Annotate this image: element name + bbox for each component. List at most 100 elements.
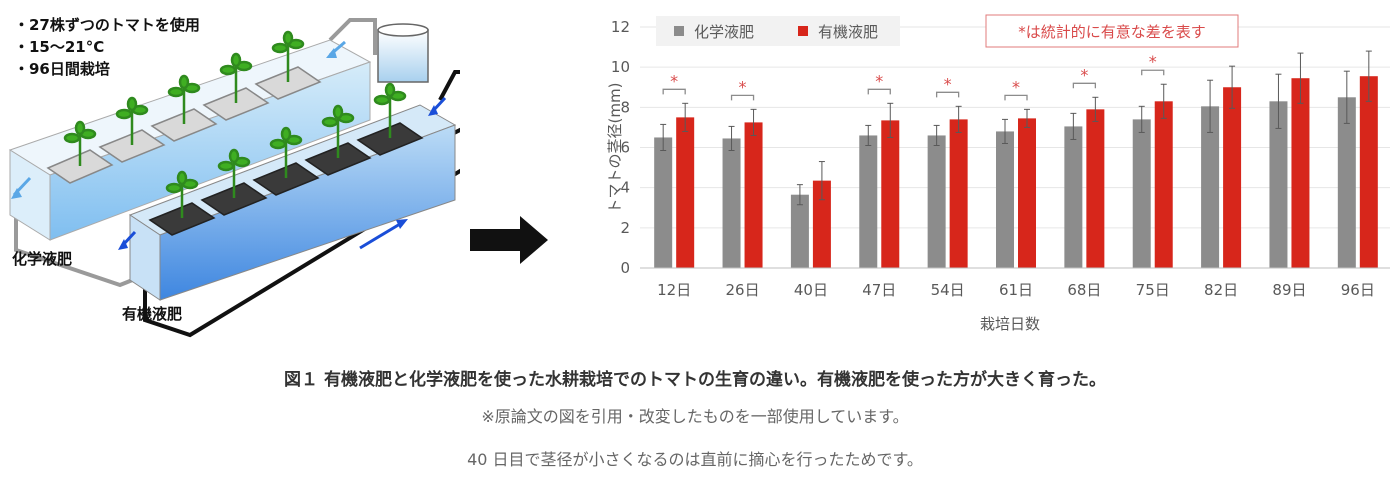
x-tick-label: 26日 [725,281,759,299]
x-tick-label: 40日 [794,281,828,299]
bar-organic [1223,87,1242,268]
error-bar [1002,118,1008,144]
caption-note-pinching: 40 日目で茎径が小さくなるのは直前に摘心を行ったためです。 [467,450,923,469]
condition-plants: ・27株ずつのトマトを使用 [14,16,200,34]
x-tick-label: 89日 [1272,281,1306,299]
error-bar [682,102,689,132]
bar-chemical [1337,97,1356,269]
y-axis-label: トマトの茎径(mm) [606,83,624,214]
legend-label-chemical: 化学液肥 [694,23,754,41]
significance-bracket: * [1072,65,1097,89]
significance-bracket: * [935,74,960,98]
x-tick-label: 61日 [999,281,1033,299]
significance-star: * [1080,65,1088,84]
error-bar [887,102,894,138]
significance-bracket: * [730,77,755,101]
error-bar [1229,65,1236,109]
bar-organic [812,180,831,268]
error-bars [660,50,1372,206]
error-bar [955,105,962,133]
bar-chemical [1201,106,1220,269]
error-bar [818,161,825,201]
significance-markers: * * * * * * * [662,52,1165,101]
bars [654,76,1378,269]
bar-chemical [927,135,946,268]
error-bar [1365,50,1372,102]
organic-tank-label: 有機液肥 [122,305,183,323]
hydroponic-system-illustration [8,18,460,338]
tomato-plants [63,30,407,218]
error-bar [933,124,940,146]
caption-note-source: ※原論文の図を引用・改変したものを一部使用しています。 [481,407,909,426]
bar-organic [1154,101,1173,268]
y-tick-label: 4 [620,179,630,197]
error-bar [796,184,803,206]
legend: 化学液肥 有機液肥 [656,16,900,46]
bar-organic [1018,118,1036,268]
y-tick-label: 10 [611,58,630,76]
bar-organic [676,117,695,268]
significance-note: *は統計的に有意な差を表す [985,14,1239,48]
chemical-bucket [377,23,429,83]
significance-note-box [985,14,1239,48]
x-tick-label: 47日 [862,281,896,299]
error-bar [865,124,872,146]
significance-bracket: * [867,71,891,95]
flow-arrows [11,40,447,250]
right-arrow-icon [470,216,548,264]
error-bar [1297,52,1304,104]
legend-label-organic: 有機液肥 [818,23,878,41]
bar-organic [1086,109,1105,268]
bar-chemical [859,135,878,268]
error-bar [1070,112,1077,140]
significance-bracket: * [1004,77,1028,101]
x-tick-label: 54日 [931,281,965,299]
y-tick-label: 2 [620,219,630,237]
bar-chemical [1269,101,1288,268]
bar-organic [1359,76,1378,269]
organic-pots [148,122,424,236]
x-axis-label: 栽培日数 [980,315,1040,333]
significance-bracket: * [1141,52,1165,76]
chemical-tank-label: 化学液肥 [12,250,73,268]
condition-duration: ・96日間栽培 [14,60,110,78]
error-bar [1343,70,1350,124]
y-tick-label: 6 [620,139,630,157]
bar-organic [949,119,968,268]
bar-organic [744,122,763,268]
y-axis-ticks: 0 2 4 6 8 10 12 [611,18,630,277]
error-bar [1024,108,1030,128]
bar-chemical [996,131,1014,268]
bar-organic [1291,78,1310,269]
x-tick-label: 68日 [1067,281,1101,299]
significance-star: * [670,71,678,90]
y-tick-label: 12 [611,18,630,36]
bar-chemical [654,137,673,268]
y-tick-label: 0 [620,259,630,277]
stem-diameter-chart: 0 2 4 6 8 10 12 * * * * * * * 12日 26日 40日 47日 54日 61日 68日 7… [606,14,1390,333]
x-axis-ticks: 12日 26日 40日 47日 54日 61日 68日 75日 82日 89日 96日 [657,281,1375,299]
error-bar [1275,73,1282,129]
error-bar [728,125,735,152]
bar-organic [881,120,900,268]
error-bar [1160,83,1167,119]
bar-chemical [790,194,809,268]
significance-note-text: *は統計的に有意な差を表す [1018,23,1206,41]
bar-chemical [722,138,741,268]
condition-temperature: ・15〜21°C [14,38,105,56]
x-tick-label: 82日 [1204,281,1238,299]
x-tick-label: 96日 [1341,281,1375,299]
figure-caption: 図１ 有機液肥と化学液肥を使った水耕栽培でのトマトの生育の違い。有機液肥を使った… [284,370,1106,390]
significance-star: * [1012,77,1020,96]
error-bar [1207,79,1214,133]
chemical-pots [46,66,322,184]
error-bar [1138,105,1145,133]
significance-star: * [875,71,883,90]
y-tick-label: 8 [620,98,630,116]
significance-star: * [1149,52,1157,71]
error-bar [660,123,667,152]
significance-bracket: * [662,71,686,95]
legend-swatch-organic [798,26,808,36]
x-tick-label: 75日 [1136,281,1170,299]
x-tick-label: 12日 [657,281,691,299]
